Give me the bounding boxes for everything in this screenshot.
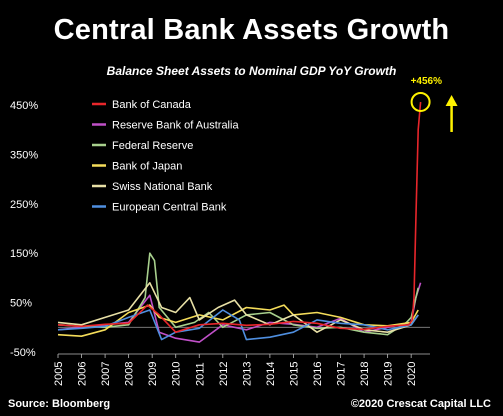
x-tick-label: 2006 (77, 362, 89, 386)
x-tick-label: 2019 (383, 362, 395, 386)
legend-label: Bank of Japan (112, 161, 182, 173)
source-label: Source: Bloomberg (8, 398, 111, 410)
x-tick-label: 2011 (194, 362, 206, 386)
series-line-federal-reserve (57, 252, 419, 336)
arrow-head-icon (445, 94, 458, 106)
x-tick-label: 2008 (124, 362, 136, 386)
series-line-bank-of-canada (57, 101, 422, 333)
legend-label: Bank of Canada (112, 99, 192, 111)
x-tick-label: 2017 (336, 362, 348, 386)
y-tick-label: 450% (10, 100, 38, 112)
y-tick-label: 150% (10, 248, 38, 260)
y-tick-label: 250% (10, 199, 38, 211)
x-tick-label: 2010 (171, 362, 183, 386)
x-tick-label: 2018 (359, 362, 371, 386)
x-tick-label: 2007 (100, 362, 112, 386)
x-tick-label: 2012 (218, 362, 230, 386)
legend-label: Reserve Bank of Australia (112, 120, 239, 132)
legend-label: European Central Bank (112, 202, 227, 214)
y-tick-label: -50% (10, 347, 36, 359)
x-tick-label: 2014 (265, 362, 277, 386)
y-tick-label: 50% (10, 298, 32, 310)
chart-title: Central Bank Assets Growth (53, 14, 450, 46)
x-tick-label: 2016 (312, 362, 324, 386)
series-line-swiss-national-bank (57, 282, 419, 333)
x-tick-label: 2009 (147, 362, 159, 386)
chart-subtitle: Balance Sheet Assets to Nominal GDP YoY … (106, 64, 397, 78)
copyright-label: ©2020 Crescat Capital LLC (350, 398, 491, 410)
x-tick-label: 2005 (53, 362, 65, 386)
annotation-circle (410, 91, 431, 112)
x-tick-label: 2020 (406, 362, 418, 386)
y-tick-label: 350% (10, 149, 38, 161)
x-tick-label: 2013 (241, 362, 253, 386)
annotation-label: +456% (411, 76, 443, 87)
x-tick-label: 2015 (288, 362, 300, 386)
series-line-european-central-bank (57, 309, 419, 341)
legend-label: Swiss National Bank (112, 181, 213, 193)
legend-label: Federal Reserve (112, 140, 193, 152)
